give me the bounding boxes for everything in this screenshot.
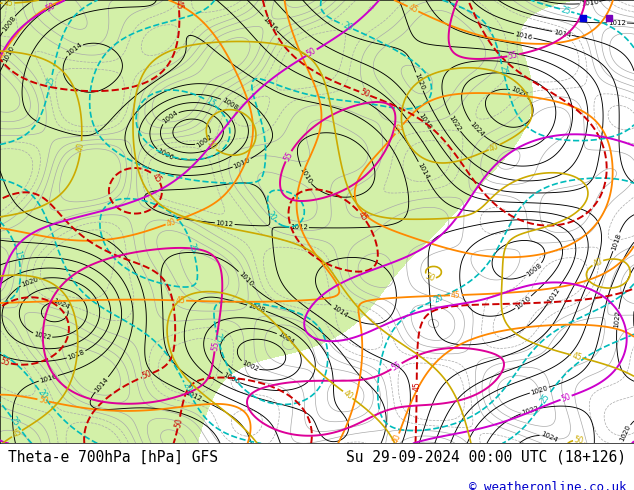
Text: 1020: 1020 <box>20 276 39 288</box>
Text: 1010: 1010 <box>237 270 254 287</box>
Text: 50: 50 <box>205 139 219 152</box>
Text: 1004: 1004 <box>276 331 295 345</box>
Text: 1008: 1008 <box>247 302 266 314</box>
Text: 1016: 1016 <box>39 373 58 384</box>
Text: 20: 20 <box>342 21 354 33</box>
Text: 40: 40 <box>488 141 500 153</box>
Text: 1016: 1016 <box>262 15 278 32</box>
Text: 1018: 1018 <box>417 112 432 131</box>
Text: 55: 55 <box>0 356 11 368</box>
Text: 55: 55 <box>282 150 295 163</box>
Text: 1008: 1008 <box>221 97 239 111</box>
Text: 25: 25 <box>212 332 223 344</box>
Text: 45: 45 <box>10 427 23 440</box>
Text: 50: 50 <box>560 392 573 404</box>
Text: 50: 50 <box>424 271 436 283</box>
Text: 25: 25 <box>498 64 508 75</box>
Text: 40: 40 <box>592 256 604 269</box>
Text: 45: 45 <box>412 381 421 391</box>
Text: 1004: 1004 <box>161 109 179 125</box>
Text: 45: 45 <box>150 172 164 185</box>
Text: 40: 40 <box>341 388 354 401</box>
Text: 45: 45 <box>175 296 185 305</box>
Text: 20: 20 <box>181 381 193 393</box>
Text: 1002: 1002 <box>240 360 259 373</box>
Text: 1022: 1022 <box>448 114 462 132</box>
Text: © weatheronline.co.uk: © weatheronline.co.uk <box>469 481 626 490</box>
Text: 1010: 1010 <box>514 294 533 311</box>
Text: 1018: 1018 <box>67 349 86 361</box>
Text: 50: 50 <box>392 122 406 136</box>
Text: 1020: 1020 <box>530 385 549 395</box>
Text: 1014: 1014 <box>94 376 110 393</box>
Text: 1014: 1014 <box>330 304 348 318</box>
Text: 20: 20 <box>36 388 49 401</box>
Text: 1022: 1022 <box>521 405 540 416</box>
Text: 50: 50 <box>37 395 49 406</box>
Text: 25: 25 <box>560 5 571 16</box>
Text: 45: 45 <box>406 3 419 15</box>
Text: 1012: 1012 <box>216 220 234 227</box>
Text: 1010: 1010 <box>2 45 15 64</box>
Text: 50: 50 <box>141 369 153 381</box>
Text: 1018: 1018 <box>611 232 622 251</box>
Text: 1020: 1020 <box>413 72 425 91</box>
Text: 50: 50 <box>359 88 371 99</box>
Text: 1010: 1010 <box>298 166 313 185</box>
Text: 40: 40 <box>76 142 86 152</box>
Text: 1014: 1014 <box>65 42 83 57</box>
Text: 50: 50 <box>573 436 585 446</box>
Text: 50: 50 <box>44 1 57 14</box>
Text: 25: 25 <box>187 242 198 254</box>
Text: 1022: 1022 <box>614 310 621 328</box>
Text: 25: 25 <box>539 392 552 406</box>
Text: 15: 15 <box>204 96 217 109</box>
Text: 25: 25 <box>46 75 56 86</box>
Text: 1026: 1026 <box>510 86 529 99</box>
Text: 20: 20 <box>265 209 278 222</box>
Text: 25: 25 <box>8 416 22 428</box>
Text: 1002: 1002 <box>195 133 214 148</box>
Text: 1008: 1008 <box>526 262 543 278</box>
Text: 20: 20 <box>432 292 445 304</box>
Text: 45: 45 <box>571 351 583 362</box>
Text: 1008: 1008 <box>1 15 16 33</box>
Text: 45: 45 <box>4 0 13 8</box>
Text: 1024: 1024 <box>540 431 559 444</box>
Text: 1014: 1014 <box>416 161 430 180</box>
Text: 1012: 1012 <box>184 390 203 402</box>
Text: 40: 40 <box>165 217 178 228</box>
Text: 45: 45 <box>174 0 183 10</box>
Text: 1006: 1006 <box>156 148 175 161</box>
Text: 55: 55 <box>210 340 221 351</box>
Text: 40: 40 <box>0 48 8 61</box>
Text: 40: 40 <box>391 433 403 445</box>
Text: Su 29-09-2024 00:00 UTC (18+126): Su 29-09-2024 00:00 UTC (18+126) <box>346 449 626 465</box>
Text: 1020: 1020 <box>619 424 632 443</box>
Text: 15: 15 <box>13 249 23 261</box>
Text: 1010: 1010 <box>580 0 598 7</box>
Text: 55: 55 <box>508 50 519 61</box>
Text: 1016: 1016 <box>514 31 533 41</box>
Text: 1024: 1024 <box>52 297 71 310</box>
Text: 1010: 1010 <box>233 157 251 170</box>
Text: 1024: 1024 <box>469 121 485 138</box>
Text: 1014: 1014 <box>553 28 571 38</box>
Text: Theta-e 700hPa [hPa] GFS: Theta-e 700hPa [hPa] GFS <box>8 449 217 465</box>
Text: 1022: 1022 <box>33 331 52 341</box>
Text: 45: 45 <box>356 210 369 223</box>
Text: 1012: 1012 <box>608 20 626 26</box>
Text: 50: 50 <box>174 417 184 428</box>
Text: 1006: 1006 <box>222 372 240 385</box>
Text: 1012: 1012 <box>546 286 561 304</box>
Text: 1012: 1012 <box>290 224 308 231</box>
Text: 50: 50 <box>305 46 318 59</box>
Text: 45: 45 <box>451 291 461 300</box>
Text: 55: 55 <box>390 360 403 372</box>
